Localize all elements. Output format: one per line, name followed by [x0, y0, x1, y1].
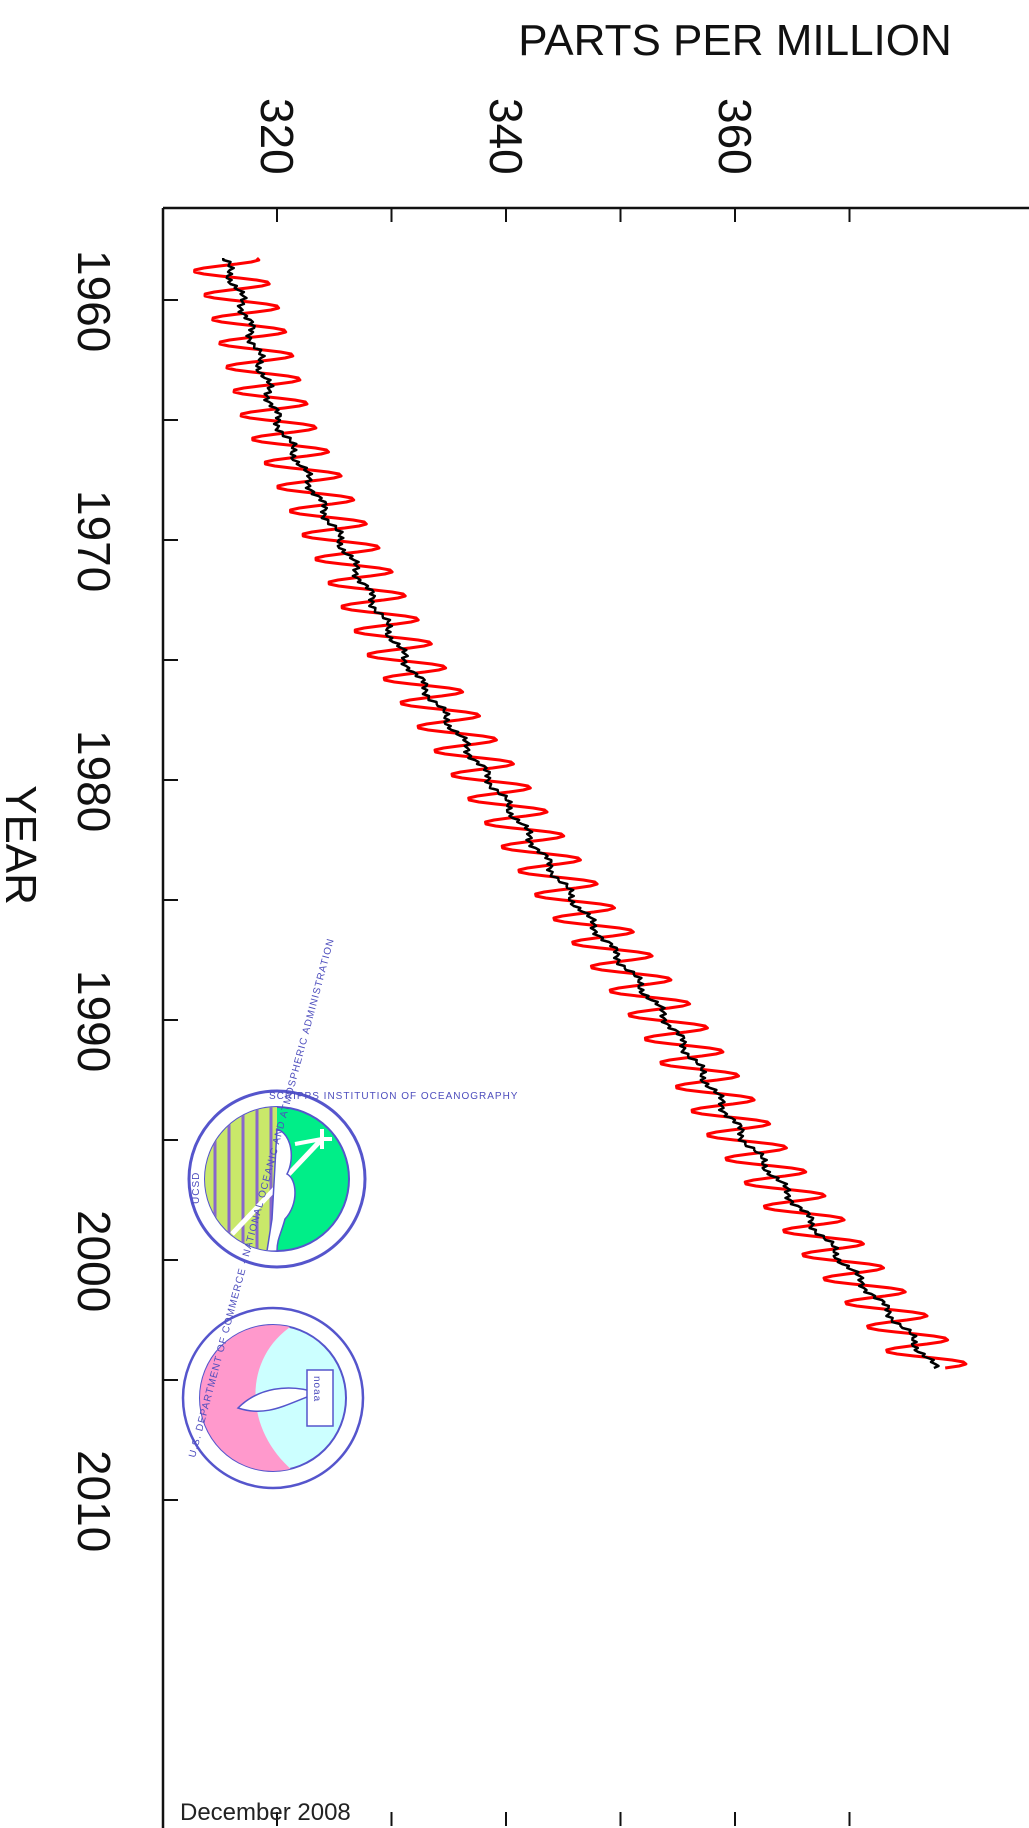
year-tick-label: 1960: [68, 250, 120, 352]
year-tick-label: 1990: [68, 970, 120, 1072]
ppm-tick-label: 320: [251, 98, 303, 175]
monthly-co2-line: [193, 256, 968, 1370]
year-tick-label: 1980: [68, 730, 120, 832]
scripps-logo-text: SCRIPPS INSTITUTION OF OCEANOGRAPHY: [269, 1091, 518, 1102]
noaa-wordmark: noaa: [311, 1376, 322, 1402]
ppm-axis-title: PARTS PER MILLION: [518, 16, 952, 65]
scripps-logo: SCRIPPS INSTITUTION OF OCEANOGRAPHY UCSD: [187, 1089, 518, 1269]
year-axis-title: YEAR: [0, 785, 45, 905]
scripps-logo-ucsd: UCSD: [191, 1172, 202, 1204]
year-axis: 1960 1970 1980 1990 2000 2010: [68, 250, 178, 1552]
year-tick-label: 2010: [68, 1450, 120, 1552]
date-footnote: December 2008: [180, 1799, 351, 1826]
year-tick-label: 1970: [68, 490, 120, 592]
annual-trend-line: [221, 257, 940, 1370]
ppm-axis: 320 340 360: [251, 98, 851, 1826]
ppm-tick-label: 360: [709, 98, 761, 175]
ppm-tick-label: 340: [480, 98, 532, 175]
year-tick-label: 2000: [68, 1210, 120, 1312]
